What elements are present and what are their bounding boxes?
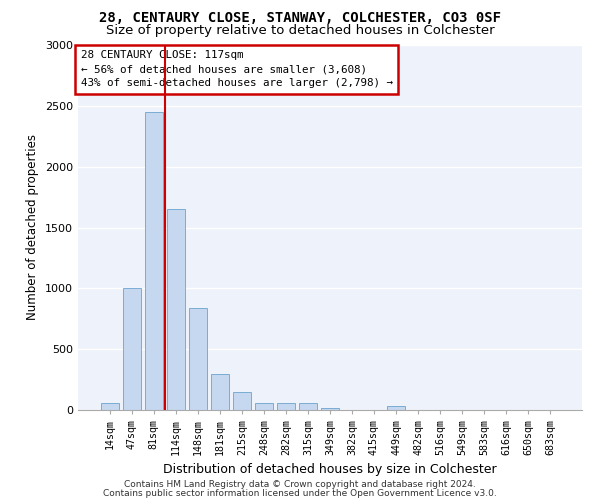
Bar xyxy=(211,374,229,410)
X-axis label: Distribution of detached houses by size in Colchester: Distribution of detached houses by size … xyxy=(163,464,497,476)
Bar xyxy=(299,404,317,410)
Bar xyxy=(145,112,163,410)
Text: Contains HM Land Registry data © Crown copyright and database right 2024.: Contains HM Land Registry data © Crown c… xyxy=(124,480,476,489)
Text: 28 CENTAURY CLOSE: 117sqm
← 56% of detached houses are smaller (3,608)
43% of se: 28 CENTAURY CLOSE: 117sqm ← 56% of detac… xyxy=(80,50,392,88)
Bar xyxy=(123,288,140,410)
Text: Size of property relative to detached houses in Colchester: Size of property relative to detached ho… xyxy=(106,24,494,37)
Bar xyxy=(277,402,295,410)
Bar xyxy=(233,392,251,410)
Bar xyxy=(321,408,339,410)
Bar xyxy=(387,406,405,410)
Bar xyxy=(101,404,119,410)
Bar xyxy=(167,209,185,410)
Y-axis label: Number of detached properties: Number of detached properties xyxy=(26,134,40,320)
Bar xyxy=(255,402,273,410)
Text: Contains public sector information licensed under the Open Government Licence v3: Contains public sector information licen… xyxy=(103,489,497,498)
Text: 28, CENTAURY CLOSE, STANWAY, COLCHESTER, CO3 0SF: 28, CENTAURY CLOSE, STANWAY, COLCHESTER,… xyxy=(99,11,501,25)
Bar xyxy=(189,308,206,410)
